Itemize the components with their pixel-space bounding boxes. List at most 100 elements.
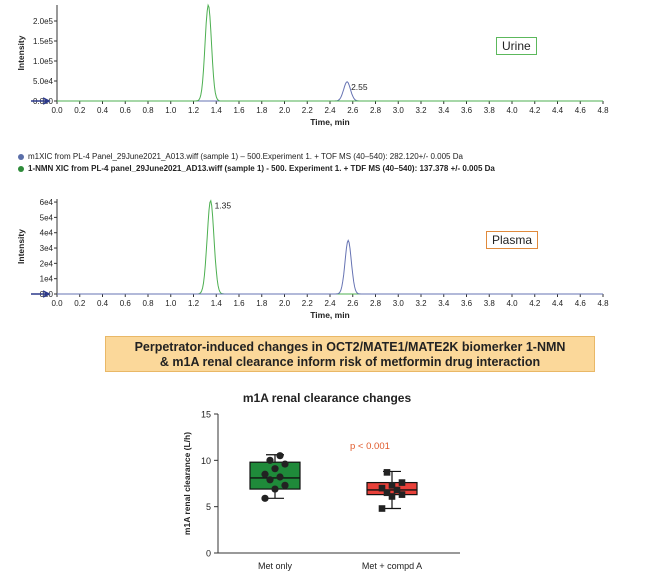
x-tick-label: 0.2 — [74, 106, 86, 115]
data-point-met-only — [276, 473, 284, 481]
y-tick-label: 6e4 — [40, 198, 54, 207]
x-tick-label: 0.4 — [97, 106, 109, 115]
y-tick-label: 2.0e5 — [33, 17, 54, 26]
x-tick-label: 2.0 — [279, 299, 291, 308]
plasma-chromatogram: 0.0 0.2 0.4 0.6 0.8 1.0 1.2 1.4 1.6 1.8 2.0 2.2 2.4 2… — [16, 198, 609, 320]
x-tick-label: 0.0 — [51, 299, 63, 308]
data-point-met-only — [271, 485, 279, 493]
data-point-met-compd-a — [398, 479, 406, 486]
data-point-met-only — [261, 494, 269, 502]
summary-banner: Perpetrator-induced changes in OCT2/MATE… — [105, 336, 595, 372]
baseline-arrow — [31, 97, 51, 105]
legend-nmn-dot — [18, 165, 24, 172]
x-category-label: Met + compd A — [362, 561, 422, 571]
y-tick-label: 5 — [206, 502, 211, 512]
x-tick-label: 3.8 — [484, 299, 496, 308]
data-point-met-compd-a — [383, 489, 391, 497]
data-point-met-only — [266, 476, 274, 484]
x-tick-label: 1.8 — [256, 299, 268, 308]
x-tick-label: 3.8 — [484, 106, 496, 115]
x-tick-label: 1.2 — [188, 299, 200, 308]
data-point-met-only — [271, 465, 279, 473]
x-tick-label: 4.0 — [506, 299, 518, 308]
x-tick-label: 1.4 — [211, 106, 223, 115]
x-tick-label: 3.2 — [415, 106, 427, 115]
x-tick-label: 3.4 — [438, 299, 450, 308]
legend-nmn: 1-NMN XIC from PL-4 panel_29June2021_AD1… — [18, 164, 495, 173]
x-tick-label: 4.8 — [597, 299, 609, 308]
x-tick-label: 2.6 — [347, 299, 359, 308]
x-tick-label: 2.8 — [370, 106, 382, 115]
legend-m1a: m1XIC from PL-4 Panel_29June2021_A013.wi… — [18, 152, 463, 161]
x-tick-label: 1.2 — [188, 106, 200, 115]
x-tick-label: 4.8 — [597, 106, 609, 115]
baseline-arrow — [31, 290, 51, 298]
data-point-met-compd-a — [378, 484, 386, 492]
x-tick-label: 2.4 — [324, 299, 336, 308]
x-tick-label: 2.2 — [302, 106, 314, 115]
peak-annotation: 2.55 — [351, 82, 368, 92]
data-point-met-compd-a — [398, 491, 406, 498]
x-tick-label: 4.2 — [529, 299, 541, 308]
data-point-met-compd-a — [393, 486, 401, 494]
series-1-nmn — [57, 3, 603, 102]
data-point-met-only — [261, 470, 269, 478]
x-axis-label: Time, min — [310, 117, 350, 127]
data-point-met-only — [281, 481, 289, 489]
x-tick-label: 0.6 — [120, 106, 132, 115]
banner-line-2: & m1A renal clearance inform risk of met… — [159, 355, 541, 369]
x-tick-label: 2.2 — [302, 299, 314, 308]
y-tick-label: 1.0e5 — [33, 57, 54, 66]
x-tick-label: 3.4 — [438, 106, 450, 115]
legend-m1a-dot — [18, 153, 24, 160]
data-point-met-compd-a — [388, 493, 396, 500]
x-tick-label: 1.6 — [233, 106, 245, 115]
data-point-met-only — [281, 460, 289, 468]
x-tick-label: 4.0 — [506, 106, 518, 115]
series-m1a — [57, 239, 603, 295]
y-tick-label: 5e4 — [40, 213, 54, 222]
x-tick-label: 3.0 — [393, 299, 405, 308]
x-tick-label: 0.0 — [51, 106, 63, 115]
y-tick-label: 5.0e4 — [33, 77, 54, 86]
data-point-met-compd-a — [383, 469, 391, 476]
x-tick-label: 2.0 — [279, 106, 291, 115]
x-tick-label: 4.6 — [575, 299, 587, 308]
legend-m1a-text: m1XIC from PL-4 Panel_29June2021_A013.wi… — [28, 152, 463, 161]
x-tick-label: 3.6 — [461, 106, 473, 115]
x-tick-label: 0.8 — [142, 106, 154, 115]
y-tick-label: 0 — [206, 549, 211, 559]
data-point-met-only — [266, 456, 274, 464]
y-tick-label: 10 — [201, 456, 211, 466]
y-tick-label: 3e4 — [40, 244, 54, 253]
banner-line-1: Perpetrator-induced changes in OCT2/MATE… — [134, 340, 566, 354]
x-tick-label: 3.6 — [461, 299, 473, 308]
x-tick-label: 0.6 — [120, 299, 132, 308]
plasma-label-box: Plasma — [486, 231, 539, 249]
data-point-met-only — [276, 452, 284, 460]
x-tick-label: 2.6 — [347, 106, 359, 115]
y-tick-label: 1e4 — [40, 275, 54, 284]
y-axis-label: Intensity — [16, 229, 26, 264]
x-tick-label: 4.4 — [552, 299, 564, 308]
y-tick-label: 2e4 — [40, 259, 54, 268]
legend-nmn-text: 1-NMN XIC from PL-4 panel_29June2021_AD1… — [28, 164, 495, 173]
x-tick-label: 0.8 — [142, 299, 154, 308]
x-tick-label: 1.8 — [256, 106, 268, 115]
y-axis-label: Intensity — [16, 35, 26, 70]
x-tick-label: 0.2 — [74, 299, 86, 308]
peak-annotation: 1.35 — [215, 201, 232, 211]
x-axis-label: Time, min — [310, 310, 350, 320]
x-tick-label: 1.4 — [211, 299, 223, 308]
data-point-met-compd-a — [378, 505, 386, 512]
x-tick-label: 2.4 — [324, 106, 336, 115]
y-tick-label: 4e4 — [40, 229, 54, 238]
boxplot-title: m1A renal clearance changes — [243, 391, 412, 405]
x-tick-label: 0.4 — [97, 299, 109, 308]
x-tick-label: 4.6 — [575, 106, 587, 115]
x-tick-label: 3.2 — [415, 299, 427, 308]
x-tick-label: 4.4 — [552, 106, 564, 115]
p-value-annotation: p < 0.001 — [350, 441, 390, 452]
y-tick-label: 1.5e5 — [33, 37, 54, 46]
x-tick-label: 1.6 — [233, 299, 245, 308]
